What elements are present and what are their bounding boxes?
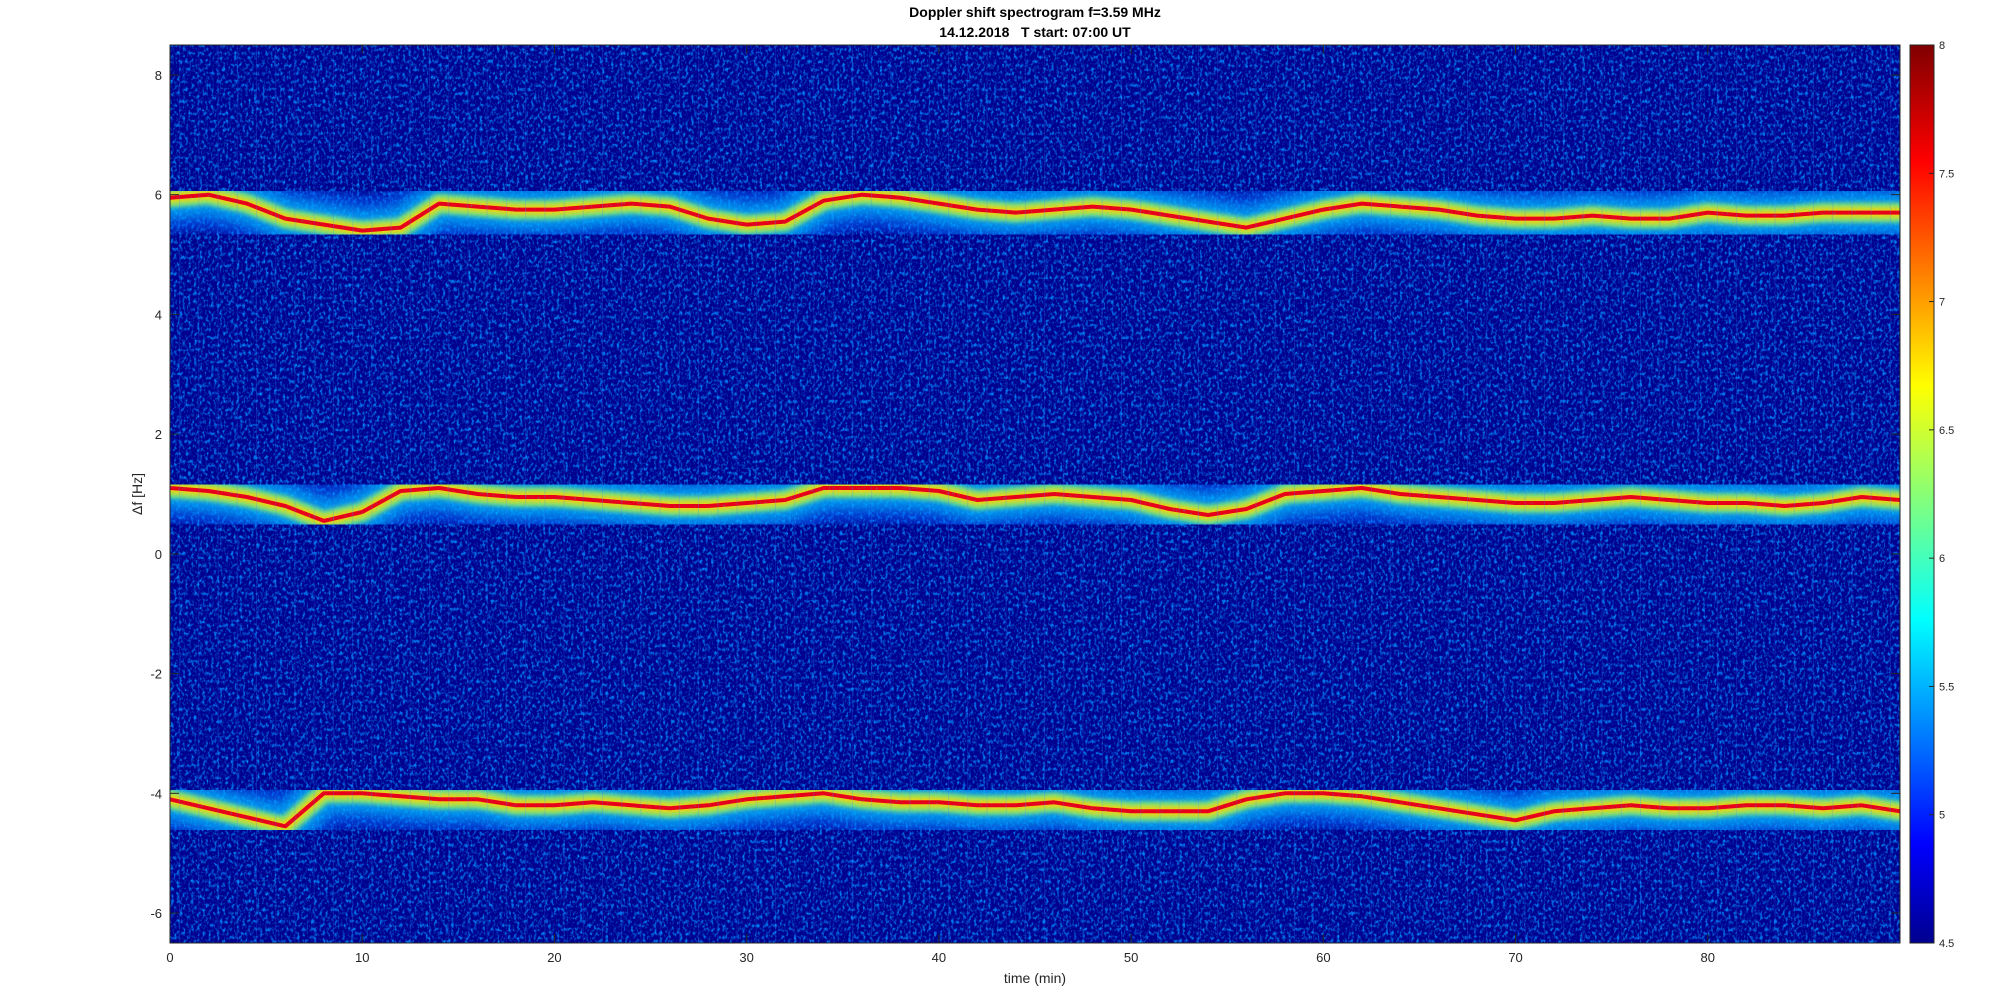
plot-frame: [169, 44, 1901, 944]
colorbar-tick-label: 5: [1939, 810, 1945, 822]
colorbar-tick-label: 4.5: [1939, 938, 1954, 950]
y-tick-label: 6: [155, 188, 162, 203]
y-tick-label: 4: [155, 307, 162, 322]
x-tick-label: 10: [355, 950, 369, 965]
y-tick-label: -2: [150, 667, 162, 682]
colorbar-tick-label: 5.5: [1939, 681, 1954, 693]
colorbar-tick-label: 8: [1939, 40, 1945, 52]
y-tick-label: -4: [150, 786, 162, 801]
x-tick-label: 30: [739, 950, 753, 965]
y-axis: -6 -4 -2 0 2 4 6 8: [150, 68, 1900, 921]
x-tick-label: 80: [1701, 950, 1715, 965]
x-tick-label: 60: [1316, 950, 1330, 965]
colorbar-tick-label: 7: [1939, 297, 1945, 309]
x-tick-label: 70: [1508, 950, 1522, 965]
colorbar-tick-label: 7.5: [1939, 168, 1954, 180]
chart-title: Doppler shift spectrogram f=3.59 MHz: [909, 4, 1161, 20]
colorbar-tick-label: 6.5: [1939, 425, 1954, 437]
x-tick-label: 0: [166, 950, 173, 965]
y-tick-label: 0: [155, 547, 162, 562]
x-tick-label: 20: [547, 950, 561, 965]
x-tick-label: 40: [932, 950, 946, 965]
colorbar: [1909, 44, 1935, 944]
x-axis-label: time (min): [1004, 970, 1066, 986]
colorbar-tick-label: 6: [1939, 553, 1945, 565]
plot-area: [170, 45, 1900, 943]
x-axis: 0 10 20 30 40 50 60 70 80: [166, 45, 1715, 965]
y-tick-label: 2: [155, 427, 162, 442]
y-axis-label: Δf [Hz]: [129, 473, 145, 515]
y-tick-label: -6: [150, 906, 162, 921]
speckle-overlay: [170, 45, 1900, 943]
colorbar-ticks: 4.5 5 5.5 6 6.5 7 7.5 8: [1929, 40, 1954, 950]
x-tick-label: 50: [1124, 950, 1138, 965]
y-tick-label: 8: [155, 68, 162, 83]
chart-subtitle: 14.12.2018 T start: 07:00 UT: [939, 24, 1131, 40]
